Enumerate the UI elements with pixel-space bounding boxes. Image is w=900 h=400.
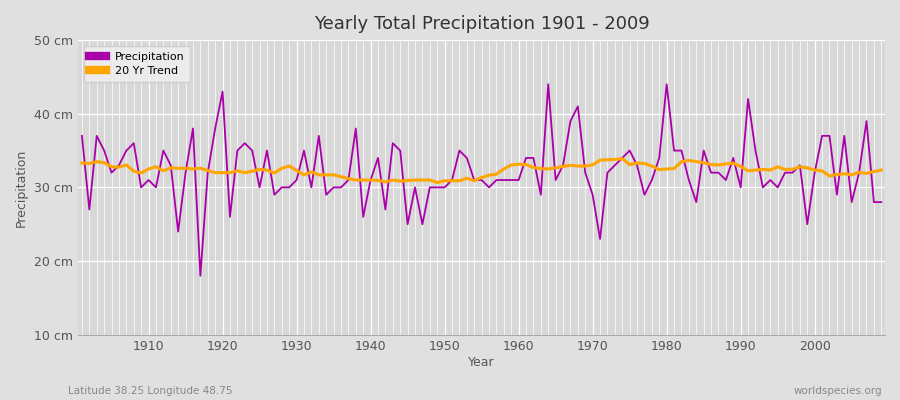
X-axis label: Year: Year — [468, 356, 495, 369]
Text: Latitude 38.25 Longitude 48.75: Latitude 38.25 Longitude 48.75 — [68, 386, 232, 396]
Line: 20 Yr Trend: 20 Yr Trend — [82, 159, 881, 183]
Precipitation — [543, 82, 553, 87]
Precipitation — [616, 156, 627, 160]
Text: worldspecies.org: worldspecies.org — [794, 386, 882, 396]
Line: Precipitation: Precipitation — [82, 84, 881, 276]
20 Yr Trend — [616, 156, 627, 161]
20 Yr Trend — [609, 157, 620, 162]
Precipitation — [306, 185, 317, 190]
20 Yr Trend — [876, 168, 886, 172]
Precipitation — [350, 126, 361, 131]
Y-axis label: Precipitation: Precipitation — [15, 148, 28, 226]
Precipitation — [876, 200, 886, 204]
Precipitation — [195, 273, 206, 278]
20 Yr Trend — [136, 171, 147, 176]
Precipitation — [76, 134, 87, 138]
20 Yr Trend — [513, 162, 524, 166]
Precipitation — [136, 185, 147, 190]
20 Yr Trend — [520, 162, 531, 167]
Precipitation — [513, 178, 524, 182]
20 Yr Trend — [76, 161, 87, 166]
Legend: Precipitation, 20 Yr Trend: Precipitation, 20 Yr Trend — [84, 46, 190, 82]
Title: Yearly Total Precipitation 1901 - 2009: Yearly Total Precipitation 1901 - 2009 — [314, 15, 650, 33]
Precipitation — [520, 156, 531, 160]
20 Yr Trend — [299, 172, 310, 177]
20 Yr Trend — [432, 180, 443, 185]
20 Yr Trend — [343, 176, 354, 181]
